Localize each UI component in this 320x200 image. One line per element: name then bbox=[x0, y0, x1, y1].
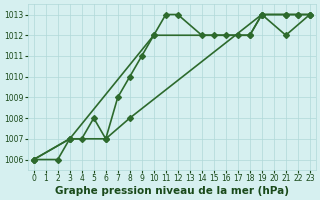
X-axis label: Graphe pression niveau de la mer (hPa): Graphe pression niveau de la mer (hPa) bbox=[55, 186, 289, 196]
